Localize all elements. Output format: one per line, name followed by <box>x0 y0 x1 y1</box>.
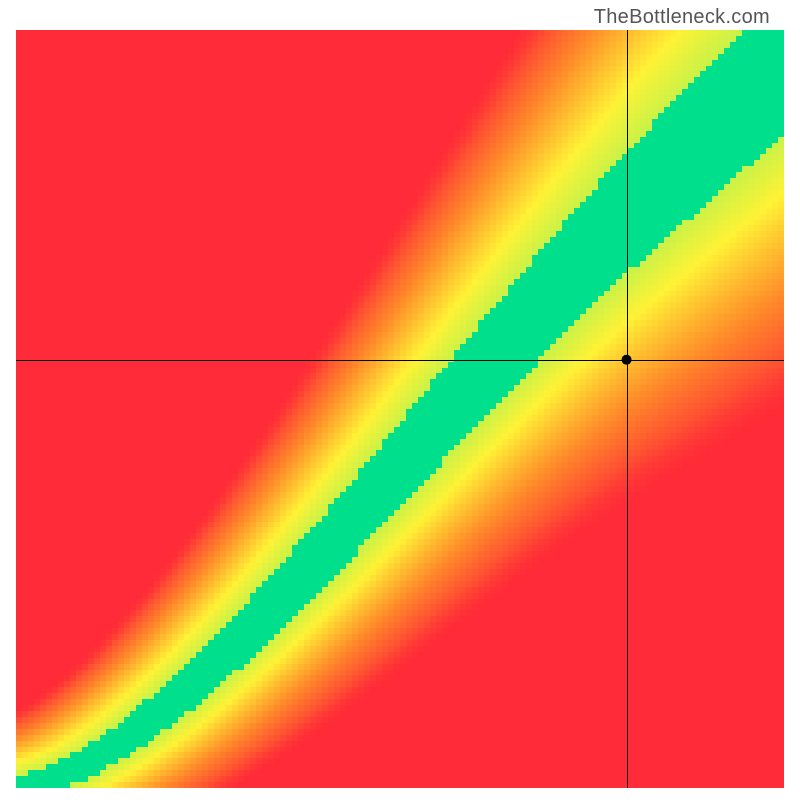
watermark-text: TheBottleneck.com <box>594 6 770 29</box>
chart-container: TheBottleneck.com <box>0 0 800 800</box>
bottleneck-heatmap <box>16 30 784 788</box>
